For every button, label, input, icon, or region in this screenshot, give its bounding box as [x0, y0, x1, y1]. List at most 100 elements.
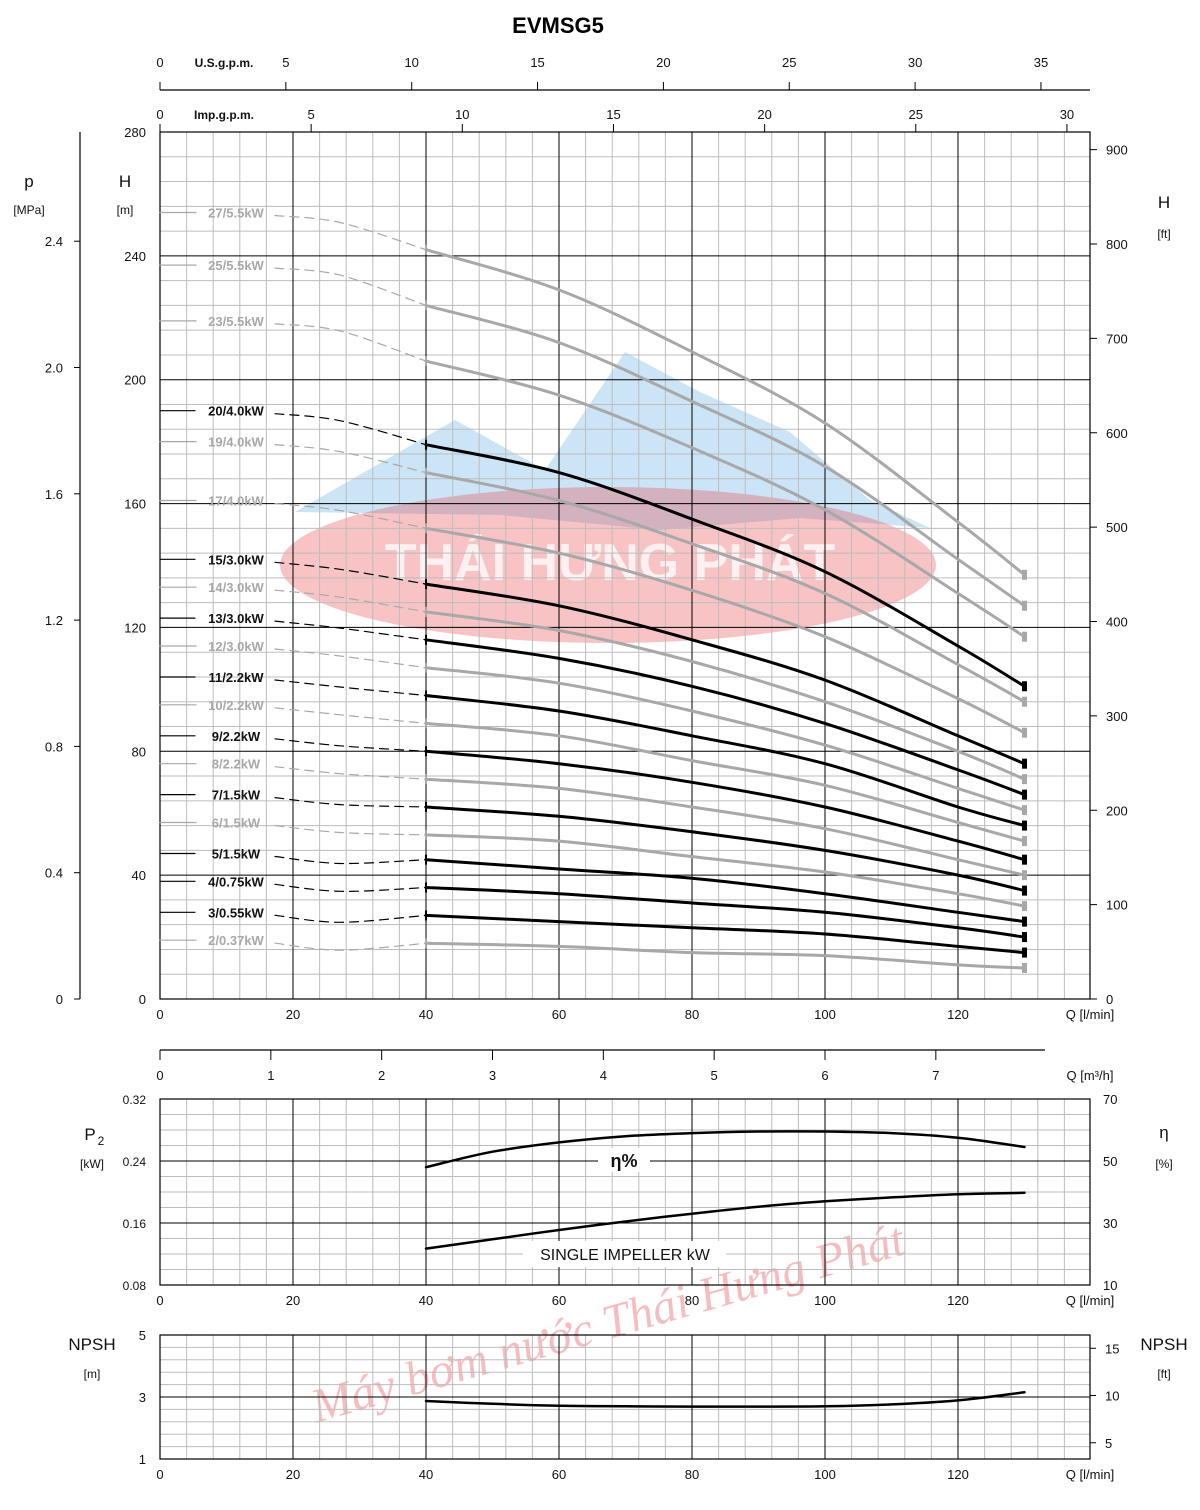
series-end-marker — [1022, 836, 1027, 847]
power-x-tick: 20 — [286, 1293, 300, 1308]
power-x-tick: 0 — [156, 1293, 163, 1308]
series-3: 20/4.0kW — [159, 404, 1027, 692]
series-label: 8/2.2kW — [212, 757, 261, 772]
series-label: 2/0.37kW — [208, 933, 264, 948]
series-curve — [424, 858, 1026, 924]
power-x-tick: 80 — [685, 1293, 699, 1308]
series-dashed-extension — [274, 561, 427, 585]
series-end-marker — [1022, 854, 1027, 865]
npsh-ft-tick: 5 — [1105, 1436, 1112, 1451]
series-label: 3/0.55kW — [208, 905, 264, 920]
series-11: 10/2.2kW — [159, 698, 1027, 847]
head-y-tick: 0 — [139, 992, 146, 1007]
series-curve — [424, 694, 1026, 828]
npsh-ft-tick: 10 — [1105, 1389, 1119, 1404]
head-ft-tick: 200 — [1106, 803, 1128, 818]
series-dashed-extension — [274, 648, 427, 669]
npsh-y-label: NPSH — [68, 1335, 115, 1354]
npsh-ft-tick: 15 — [1105, 1341, 1119, 1356]
head-ft-tick: 400 — [1106, 615, 1128, 630]
head-y-unit: [m] — [117, 203, 134, 217]
series-label: 6/1.5kW — [212, 816, 261, 831]
series-dashed-extension — [274, 502, 427, 529]
head-x-tick: 80 — [685, 1007, 699, 1022]
impgpm-tick: 15 — [606, 107, 620, 122]
series-label: 15/3.0kW — [208, 552, 264, 567]
head-ft-tick: 800 — [1106, 237, 1128, 252]
npsh-y-tick: 1 — [139, 1452, 146, 1467]
power-x-tick: 60 — [552, 1293, 566, 1308]
series-dashed-extension — [274, 707, 427, 724]
series-label: 20/4.0kW — [208, 404, 264, 419]
series-end-marker — [1022, 600, 1027, 611]
head-x-tick: 60 — [552, 1007, 566, 1022]
m3h-tick: 6 — [821, 1068, 828, 1083]
usgpm-tick: 15 — [530, 55, 544, 70]
efficiency-y-tick: 50 — [1103, 1154, 1117, 1169]
series-label: 10/2.2kW — [208, 698, 264, 713]
pressure-unit: [MPa] — [13, 203, 44, 217]
npsh-x-tick: 120 — [947, 1467, 969, 1482]
panel-frame — [159, 1098, 1091, 1286]
series-8: 13/3.0kW — [159, 611, 1027, 800]
series-curve — [424, 471, 1026, 704]
series-9: 12/3.0kW — [159, 639, 1027, 816]
power-y-sub: 2 — [98, 1134, 105, 1148]
series-curve — [424, 666, 1026, 812]
series-dashed-extension — [274, 413, 427, 446]
npsh-y-unit: [m] — [84, 1367, 101, 1381]
npsh-curve — [424, 1391, 1026, 1408]
chart-title: EVMSG5 — [512, 13, 604, 38]
m3h-tick: 0 — [156, 1068, 163, 1083]
series-label: 13/3.0kW — [208, 611, 264, 626]
series-16: 5/1.5kW — [159, 846, 1027, 927]
series-end-marker — [1022, 789, 1027, 800]
power-x-tick: 40 — [419, 1293, 433, 1308]
series-end-marker — [1022, 681, 1027, 692]
impgpm-tick: 10 — [455, 107, 469, 122]
series-curve — [424, 359, 1026, 639]
series-6: 15/3.0kW — [159, 552, 1027, 769]
power-curve-label: SINGLE IMPELLER kW — [540, 1247, 711, 1264]
series-12: 9/2.2kW — [159, 729, 1027, 865]
m3h-tick: 4 — [600, 1068, 607, 1083]
series-end-marker — [1022, 774, 1027, 785]
series-label: 25/5.5kW — [208, 258, 264, 273]
series-curve — [424, 443, 1026, 688]
power-x-tick: 120 — [947, 1293, 969, 1308]
impgpm-tick: 5 — [308, 107, 315, 122]
series-17: 4/0.75kW — [159, 874, 1027, 943]
series-dashed-extension — [274, 679, 427, 697]
head-x-tick: 20 — [286, 1007, 300, 1022]
series-dashed-extension — [274, 855, 427, 865]
series-end-marker — [1022, 569, 1027, 580]
m3h-tick: 2 — [378, 1068, 385, 1083]
head-ft-tick: 600 — [1106, 426, 1128, 441]
m3h-label: Q [m³/h] — [1067, 1068, 1114, 1083]
series-end-marker — [1022, 758, 1027, 769]
head-y-label: H — [119, 172, 131, 191]
series-19: 2/0.37kW — [159, 933, 1027, 974]
series-dashed-extension — [274, 738, 427, 752]
series-label: 23/5.5kW — [208, 314, 264, 329]
power-y-tick: 0.16 — [123, 1217, 147, 1231]
npsh-ft-unit: [ft] — [1157, 1367, 1170, 1381]
series-end-marker — [1022, 696, 1027, 707]
panel-frame — [159, 131, 1091, 1000]
head-y-tick: 240 — [124, 249, 146, 264]
power-y-unit: [kW] — [80, 1157, 104, 1171]
series-label: 9/2.2kW — [212, 729, 261, 744]
series-curve — [424, 721, 1026, 843]
series-dashed-extension — [274, 620, 427, 641]
m3h-tick: 1 — [267, 1068, 274, 1083]
series-1: 25/5.5kW — [159, 258, 1027, 611]
usgpm-tick: 20 — [656, 55, 670, 70]
series-13: 8/2.2kW — [159, 757, 1027, 881]
pressure-tick: 2.0 — [45, 361, 63, 376]
power-label-bg — [523, 1241, 726, 1267]
npsh-panel-grid — [159, 1334, 1091, 1460]
series-end-marker — [1022, 932, 1027, 943]
series-end-marker — [1022, 963, 1027, 974]
efficiency-curve-label: η% — [611, 1151, 638, 1171]
